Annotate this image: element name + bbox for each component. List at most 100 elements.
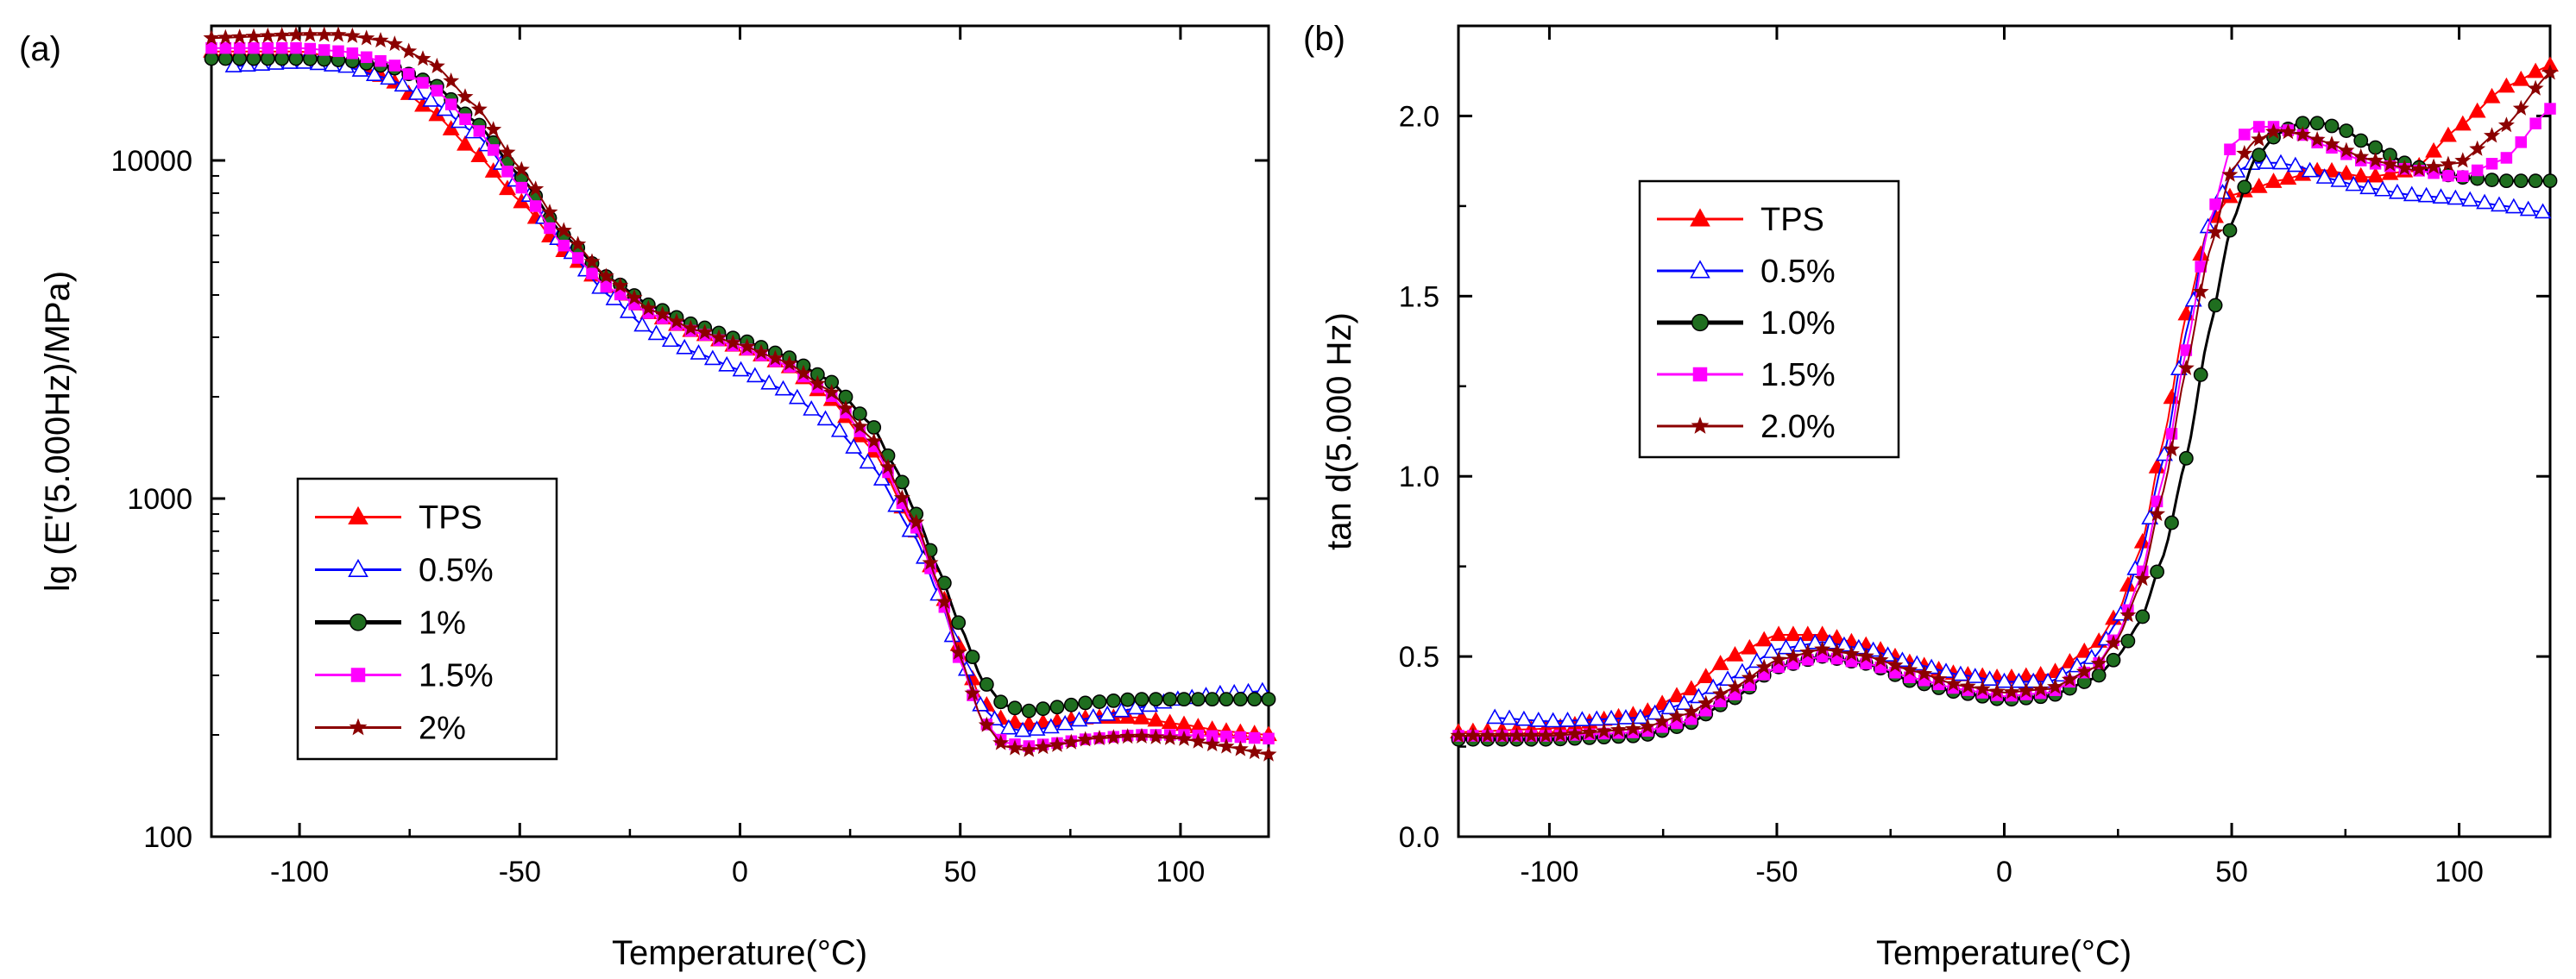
data-point <box>1494 727 1511 744</box>
data-point <box>2251 130 2268 147</box>
data-point <box>2209 198 2221 210</box>
data-point <box>1951 665 1969 681</box>
data-point <box>2417 186 2435 203</box>
data-point <box>837 399 854 416</box>
data-point <box>2485 158 2498 170</box>
data-point <box>515 181 528 194</box>
data-point <box>2090 655 2107 671</box>
data-point <box>274 27 291 43</box>
data-point <box>499 143 516 160</box>
data-point <box>2252 121 2265 133</box>
legend-entry-label: 2% <box>419 711 466 747</box>
data-point <box>1544 712 1562 728</box>
data-point <box>2252 147 2267 163</box>
panel-b-label: (b) <box>1303 20 1345 58</box>
data-point <box>1639 718 1656 734</box>
legend-marker <box>349 613 368 631</box>
data-point <box>1218 737 1235 754</box>
data-point <box>365 66 383 82</box>
x-tick-label: -100 <box>1520 856 1578 888</box>
data-point <box>1937 662 1955 678</box>
data-point <box>431 85 444 97</box>
data-point <box>1610 721 1627 737</box>
legend-marker <box>1692 367 1708 382</box>
data-point <box>1062 733 1080 750</box>
data-point <box>2120 633 2136 649</box>
x-tick-label: -100 <box>270 856 329 888</box>
data-point <box>1785 625 1802 642</box>
data-point <box>1231 740 1249 756</box>
data-point <box>1552 726 1569 743</box>
y-tick-label: 1.0 <box>1399 461 1439 493</box>
data-point <box>2237 179 2252 195</box>
data-point <box>859 453 877 469</box>
data-point <box>2222 223 2238 238</box>
data-point <box>2528 173 2543 189</box>
series-1-0pct <box>1451 116 2558 747</box>
data-point <box>2286 156 2304 173</box>
data-point <box>1260 745 1277 762</box>
data-point <box>473 125 486 137</box>
data-point <box>951 615 967 631</box>
data-point <box>358 29 375 46</box>
data-point <box>2352 147 2370 164</box>
data-point <box>1515 710 1533 726</box>
data-point <box>288 51 304 66</box>
data-point <box>2432 188 2450 204</box>
data-point <box>2258 154 2276 169</box>
data-point <box>1908 655 1926 671</box>
data-point <box>830 421 848 437</box>
data-point <box>1162 729 1179 745</box>
data-point <box>999 719 1017 735</box>
data-point <box>724 334 741 350</box>
data-point <box>571 252 584 264</box>
data-point <box>1176 692 1192 707</box>
data-point <box>1981 670 1999 687</box>
data-point <box>760 373 778 390</box>
data-point <box>965 650 980 665</box>
legend-marker <box>1690 260 1710 279</box>
data-point <box>2061 670 2078 687</box>
data-point <box>2513 173 2529 189</box>
data-point <box>2309 116 2325 131</box>
data-point <box>1886 656 1904 673</box>
data-point <box>823 384 841 400</box>
data-point <box>470 100 488 116</box>
data-point <box>1741 668 1758 685</box>
data-point <box>2337 164 2355 180</box>
data-point <box>204 51 219 66</box>
data-point <box>1133 709 1150 725</box>
data-point <box>428 57 445 73</box>
data-point <box>1508 727 1525 744</box>
panel-b-x-axis-label: Temperature(°C) <box>1876 934 2132 972</box>
data-point <box>2396 160 2413 176</box>
data-point <box>1814 640 1831 656</box>
data-point <box>2461 191 2479 207</box>
data-point <box>2382 155 2398 172</box>
data-point <box>2105 634 2122 650</box>
data-point <box>2075 662 2093 679</box>
x-tick-label: 0 <box>1996 856 2012 888</box>
data-point <box>1653 712 1671 729</box>
data-point <box>1007 700 1023 716</box>
panel-b: (b) -100 -50 0 50 100 0.0 0.5 1.0 1.5 2.0 TPS 0.5%… <box>1303 20 2559 972</box>
data-point <box>1821 633 1839 650</box>
data-point <box>1596 722 1613 738</box>
data-point <box>1537 727 1554 744</box>
data-point <box>1063 697 1079 712</box>
panel-b-ticks: -100 -50 0 50 100 0.0 0.5 1.0 1.5 2.0 <box>1399 26 2550 888</box>
data-point <box>2544 103 2556 115</box>
data-point <box>1617 709 1634 725</box>
data-point <box>2250 177 2268 193</box>
data-point <box>343 27 361 43</box>
panel-a-ticks: -100 -50 0 50 100 100 1000 10000 <box>110 26 1269 888</box>
legend-entry-label: 1% <box>419 606 466 642</box>
data-point <box>1205 692 1220 707</box>
data-point <box>1479 727 1496 744</box>
data-point <box>2388 183 2406 199</box>
data-point <box>2075 642 2094 658</box>
data-point <box>2519 200 2537 217</box>
data-point <box>845 438 863 454</box>
data-point <box>2135 609 2151 624</box>
data-point <box>597 267 614 284</box>
